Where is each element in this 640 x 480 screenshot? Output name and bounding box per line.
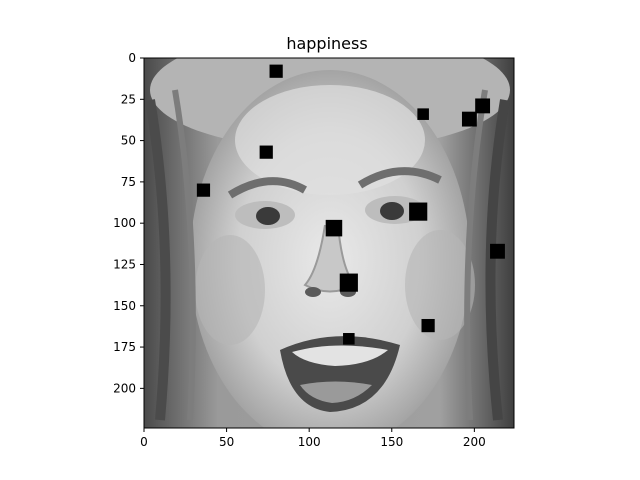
y-axis: 0 25 50 75 100 125 150 175 200 xyxy=(113,51,144,395)
x-tick-label: 100 xyxy=(298,435,321,449)
occlusion-square xyxy=(325,219,343,237)
occlusion-square xyxy=(421,318,435,333)
occlusion-square xyxy=(269,64,283,78)
x-tick-label: 0 xyxy=(140,435,148,449)
occlusion-square xyxy=(196,183,211,197)
occlusion-square xyxy=(475,98,491,114)
y-tick-label: 75 xyxy=(121,175,136,189)
occlusion-square xyxy=(461,111,477,127)
x-tick-label: 50 xyxy=(219,435,234,449)
y-tick-label: 175 xyxy=(113,340,136,354)
x-tick-label: 200 xyxy=(463,435,486,449)
y-tick-label: 50 xyxy=(121,134,136,148)
occlusion-square xyxy=(343,333,355,345)
occlusion-square xyxy=(409,202,428,221)
occlusion-layer xyxy=(196,64,505,345)
face-image xyxy=(144,58,514,428)
occlusion-square xyxy=(490,243,505,259)
y-tick-label: 25 xyxy=(121,92,136,106)
occlusion-square xyxy=(259,145,273,159)
occlusion-square xyxy=(339,273,358,292)
y-tick-label: 150 xyxy=(113,299,136,313)
y-tick-label: 100 xyxy=(113,216,136,230)
chart-title: happiness xyxy=(286,34,367,53)
y-tick-label: 125 xyxy=(113,257,136,271)
x-tick-label: 150 xyxy=(380,435,403,449)
y-tick-label: 0 xyxy=(128,51,136,65)
x-axis: 0 50 100 150 200 xyxy=(140,428,486,449)
axes-frame xyxy=(143,57,515,429)
occlusion-square xyxy=(417,108,429,120)
y-tick-label: 200 xyxy=(113,381,136,395)
